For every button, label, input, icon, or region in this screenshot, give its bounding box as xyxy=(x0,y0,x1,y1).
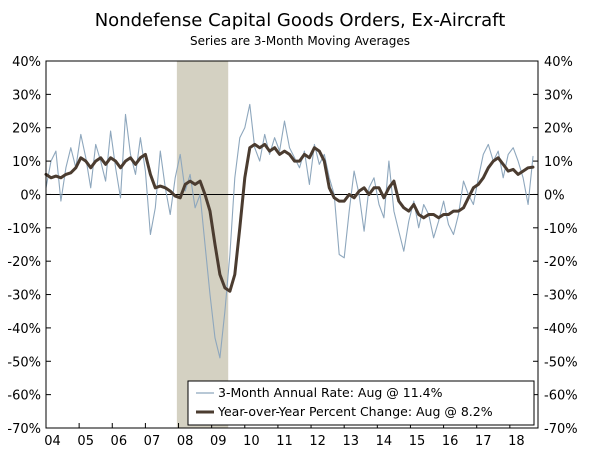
y-tick-label-left: -20% xyxy=(7,255,41,270)
y-tick-label-left: 20% xyxy=(12,122,41,137)
y-tick-label-right: -30% xyxy=(544,289,578,304)
line-yoy xyxy=(44,142,535,293)
x-tick-label: 16 xyxy=(442,434,459,449)
y-tick-label-right: -60% xyxy=(544,389,578,404)
y-tick-label-left: -50% xyxy=(7,355,41,370)
legend-label-yoy: Year-over-Year Percent Change: Aug @ 8.2… xyxy=(217,404,493,419)
plot-frame xyxy=(45,60,539,429)
y-tick-label-left: 40% xyxy=(12,55,41,70)
legend-label-annual-rate: 3-Month Annual Rate: Aug @ 11.4% xyxy=(218,385,443,400)
x-tick-label: 09 xyxy=(210,434,227,449)
y-tick-label-right: 40% xyxy=(544,55,573,70)
y-tick-label-right: -20% xyxy=(544,255,578,270)
x-tick-label: 12 xyxy=(309,434,326,449)
recession-band xyxy=(176,61,229,428)
x-tick-label: 06 xyxy=(111,434,128,449)
x-axis: 04 05 06 07 08 09 10 11 12 13 14 15 16 17 18 xyxy=(44,423,525,449)
y-tick-label-right: -70% xyxy=(544,422,578,437)
y-tick-label-right: 0% xyxy=(544,188,565,203)
y-tick-label-right: 20% xyxy=(544,122,573,137)
x-tick-label: 17 xyxy=(475,434,492,449)
y-tick-label-left: 10% xyxy=(12,155,41,170)
y-tick-label-left: -30% xyxy=(7,289,41,304)
y-tick-label-right: 10% xyxy=(544,155,573,170)
y-axis-right: 40% 30% 20% 10% 0% -10% -20% -30% -40% -50% -60% -7… xyxy=(533,55,578,437)
y-tick-label-right: -50% xyxy=(544,355,578,370)
y-tick-label-right: -10% xyxy=(544,222,578,237)
x-tick-label: 08 xyxy=(177,434,194,449)
x-tick-label: 05 xyxy=(77,434,94,449)
y-tick-label-left: -60% xyxy=(7,389,41,404)
x-tick-label: 11 xyxy=(276,434,293,449)
legend: 3-Month Annual Rate: Aug @ 11.4% Year-ov… xyxy=(187,380,535,426)
y-tick-label-left: 0% xyxy=(20,188,41,203)
x-tick-label: 14 xyxy=(376,434,393,449)
x-tick-label: 10 xyxy=(243,434,260,449)
legend-box xyxy=(187,380,535,426)
x-tick-label: 18 xyxy=(508,434,525,449)
x-tick-label: 07 xyxy=(144,434,161,449)
y-tick-label-left: -70% xyxy=(7,422,41,437)
series-annual-rate xyxy=(45,103,534,359)
x-tick-label: 15 xyxy=(409,434,426,449)
y-tick-label-left: -10% xyxy=(7,222,41,237)
series-yoy xyxy=(44,142,535,293)
y-axis-left: 40% 30% 20% 10% 0% -10% -20% -30% -40% -50% -60% -7… xyxy=(7,55,51,437)
y-tick-label-left: 30% xyxy=(12,88,41,103)
y-tick-label-right: -40% xyxy=(544,322,578,337)
chart-title: Nondefense Capital Goods Orders, Ex-Airc… xyxy=(95,10,506,31)
chart-subtitle: Series are 3-Month Moving Averages xyxy=(190,34,410,48)
line-annual-rate xyxy=(45,103,534,359)
x-tick-label: 13 xyxy=(342,434,359,449)
y-tick-label-left: -40% xyxy=(7,322,41,337)
y-tick-label-right: 30% xyxy=(544,88,573,103)
x-tick-label: 04 xyxy=(44,434,61,449)
